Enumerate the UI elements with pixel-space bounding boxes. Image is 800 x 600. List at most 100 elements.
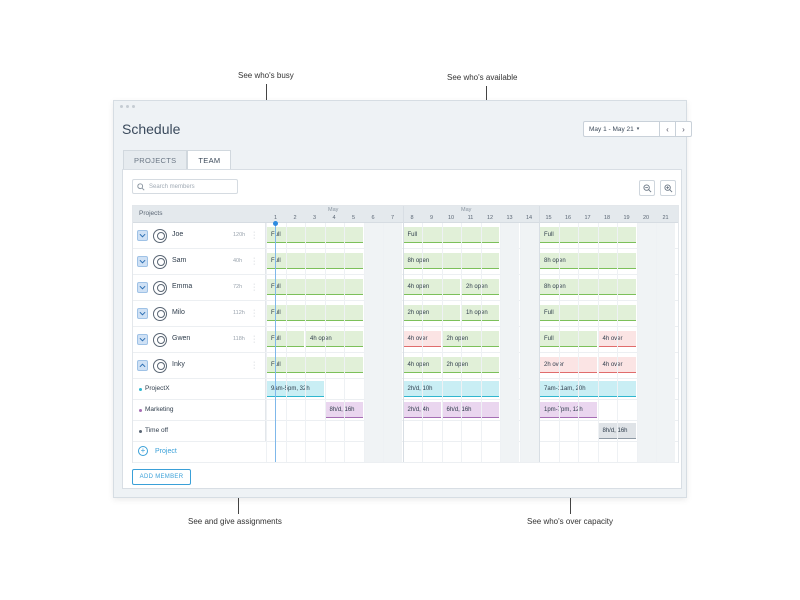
member-name: Emma <box>172 283 193 290</box>
date-range-picker[interactable]: May 1 - May 21 ▾ ‹ › <box>583 121 692 137</box>
member-name: Joe <box>172 231 184 238</box>
schedule-bar-label: 8h/d, 16h <box>602 427 628 434</box>
schedule-bar[interactable]: 9am-5pm, 32h <box>267 381 324 397</box>
schedule-bar[interactable]: 4h open <box>403 279 460 295</box>
more-options-icon[interactable]: · · · <box>253 307 256 320</box>
project-name[interactable]: ProjectX <box>145 385 170 392</box>
schedule-bar[interactable]: 1pm-7pm, 12h <box>540 402 597 418</box>
member-hours: 40h <box>233 258 243 264</box>
search-input[interactable]: Search members <box>132 179 238 194</box>
day-label: 17 <box>584 215 591 221</box>
schedule-bar[interactable]: 2h open <box>442 357 499 373</box>
day-label: 14 <box>525 215 533 221</box>
project-row: ProjectX 9am-5pm, 32h 2h/d, 10h 7am-11am, 2… <box>133 379 678 400</box>
member-hours: 118h <box>233 336 245 342</box>
day-label: 18 <box>603 215 611 221</box>
schedule-bar-label: 4h over <box>407 335 428 342</box>
project-row-header: Marketing <box>133 400 266 420</box>
schedule-bar[interactable]: Full <box>540 305 636 321</box>
schedule-bar[interactable]: 4h open <box>306 331 363 347</box>
project-row: Time off 8h/d, 16h <box>133 421 678 442</box>
day-column <box>636 223 656 462</box>
day-column <box>266 223 285 462</box>
member-row-header: Sam 40h · · · <box>133 249 266 274</box>
avatar <box>153 229 167 243</box>
day-column <box>480 223 500 462</box>
day-label: 7 <box>390 215 395 221</box>
schedule-bar[interactable]: 8h open <box>540 279 636 295</box>
add-project-button[interactable]: + Project <box>138 446 177 456</box>
caret-down-icon: ▾ <box>636 126 640 132</box>
more-options-icon[interactable]: · · · <box>253 359 256 372</box>
schedule-bar-label: 4h over <box>602 335 623 342</box>
project-name[interactable]: Time off <box>145 427 169 434</box>
tab-team[interactable]: TEAM <box>187 150 232 170</box>
callout-busy: See who's busy <box>238 71 294 80</box>
member-row-header: Joe 120h · · · <box>133 223 266 248</box>
day-column <box>305 223 324 462</box>
schedule-bar[interactable]: Full <box>403 227 499 243</box>
schedule-bar[interactable]: 2h/d, 10h <box>403 381 499 397</box>
chevron-down-icon[interactable] <box>137 334 148 345</box>
day-column <box>383 223 402 462</box>
project-name[interactable]: Marketing <box>145 406 174 413</box>
schedule-bar-label: 8h/d, 16h <box>329 406 355 413</box>
chevron-up-icon[interactable] <box>137 360 148 371</box>
schedule-bar-label: 1h open <box>466 309 488 316</box>
day-column <box>402 223 422 462</box>
tab-bar: PROJECTS TEAM <box>123 150 232 170</box>
day-label: 19 <box>623 215 630 221</box>
zoom-in-button[interactable] <box>660 180 676 196</box>
schedule-bar[interactable]: 8h open <box>540 253 636 269</box>
chevron-down-icon[interactable] <box>137 230 148 241</box>
schedule-bar-label: 4h open <box>310 335 332 342</box>
schedule-bar[interactable]: Full <box>540 331 597 347</box>
schedule-bar-label: Full <box>407 231 418 238</box>
add-member-button[interactable]: ADD MEMBER <box>132 469 191 485</box>
more-options-icon[interactable]: · · · <box>253 229 256 242</box>
schedule-bar-label: 8h open <box>544 257 566 264</box>
project-row-header: ProjectX <box>133 379 266 399</box>
schedule-bar[interactable]: 2h over <box>540 357 597 373</box>
day-label: 16 <box>564 215 572 221</box>
day-label: 13 <box>506 215 513 221</box>
schedule-bar-label: 9am-5pm, 32h <box>271 385 310 392</box>
day-label: 8 <box>410 215 414 221</box>
schedule-bar[interactable]: 6h/d, 16h <box>442 402 499 418</box>
schedule-bar[interactable]: 8h open <box>403 253 499 269</box>
tab-projects[interactable]: PROJECTS <box>123 150 188 170</box>
member-name: Inky <box>172 361 185 368</box>
day-column <box>461 223 480 462</box>
more-options-icon[interactable]: · · · <box>253 255 256 268</box>
date-range-label[interactable]: May 1 - May 21 ▾ <box>584 122 659 136</box>
schedule-bar[interactable]: 2h open <box>442 331 499 347</box>
more-options-icon[interactable]: · · · <box>253 281 256 294</box>
schedule-bar-label: 8h open <box>544 283 566 290</box>
member-name: Gwen <box>172 335 191 342</box>
add-project-row: + Project <box>133 442 678 463</box>
chevron-down-icon[interactable] <box>137 256 148 267</box>
month-label: May <box>461 207 472 213</box>
chevron-down-icon[interactable] <box>137 308 148 319</box>
day-column <box>324 223 344 462</box>
schedule-bar[interactable]: 2h open <box>403 305 460 321</box>
schedule-bar[interactable]: 7am-11am, 20h <box>540 381 636 397</box>
chevron-down-icon[interactable] <box>137 282 148 293</box>
day-label: 11 <box>467 215 474 221</box>
avatar <box>153 307 167 321</box>
project-color-dot <box>139 388 142 391</box>
plus-icon: + <box>138 446 148 456</box>
avatar <box>153 281 167 295</box>
day-label: 5 <box>351 215 356 221</box>
schedule-bar[interactable]: Full <box>540 227 636 243</box>
more-options-icon[interactable]: · · · <box>253 333 256 346</box>
day-column <box>578 223 597 462</box>
grid-header: Projects May May 1 2 3 4 5 6 7 8 9 10 11 12 13 14 15 16… <box>133 206 678 223</box>
callout-available: See who's available <box>447 73 518 82</box>
zoom-out-button[interactable] <box>639 180 655 196</box>
chevron-right-icon[interactable]: › <box>675 122 691 136</box>
schedule-bar-label: 2h open <box>446 361 469 368</box>
chevron-left-icon[interactable]: ‹ <box>659 122 675 136</box>
